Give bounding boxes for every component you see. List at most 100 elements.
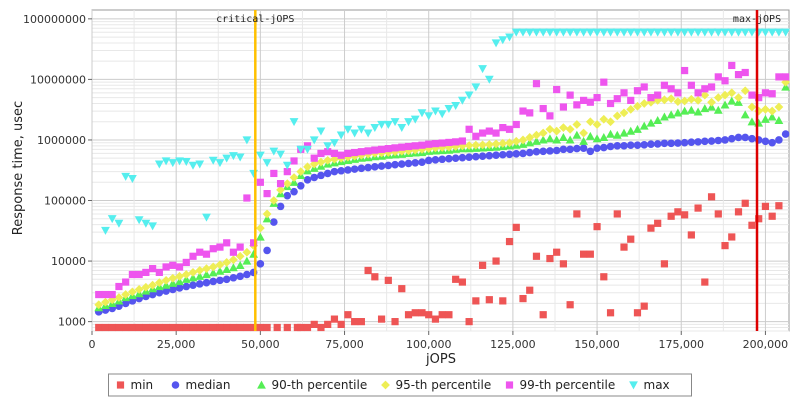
data-point bbox=[640, 83, 648, 91]
data-point bbox=[262, 209, 272, 219]
data-point bbox=[573, 101, 581, 109]
data-point bbox=[134, 285, 144, 294]
data-point bbox=[748, 221, 756, 229]
data-point bbox=[472, 152, 480, 161]
data-point bbox=[148, 280, 158, 290]
data-point bbox=[182, 282, 191, 291]
data-point bbox=[229, 273, 238, 282]
data-point bbox=[519, 149, 527, 158]
data-point bbox=[418, 309, 426, 317]
data-point bbox=[775, 73, 783, 81]
series-min bbox=[95, 193, 783, 332]
data-point bbox=[235, 251, 245, 261]
data-point bbox=[532, 28, 541, 37]
data-point bbox=[425, 311, 433, 319]
data-point bbox=[229, 255, 238, 265]
data-point bbox=[484, 140, 494, 149]
data-point bbox=[491, 139, 501, 149]
data-point bbox=[471, 140, 481, 150]
data-point bbox=[169, 323, 177, 332]
data-point bbox=[491, 39, 501, 48]
data-point bbox=[519, 294, 527, 303]
legend-marker bbox=[629, 381, 638, 390]
data-point bbox=[458, 153, 467, 162]
data-point bbox=[215, 260, 225, 270]
data-point bbox=[713, 105, 723, 114]
data-point bbox=[505, 138, 514, 148]
data-point bbox=[505, 33, 514, 42]
data-point bbox=[351, 318, 359, 326]
data-point bbox=[673, 97, 683, 106]
data-point bbox=[303, 323, 312, 332]
data-point bbox=[782, 73, 790, 81]
data-point bbox=[633, 101, 642, 111]
data-point bbox=[478, 140, 487, 150]
data-point bbox=[270, 218, 278, 226]
data-point bbox=[236, 243, 244, 251]
legend: min median 90-th percentile 95-th percentil… bbox=[108, 373, 692, 397]
data-point bbox=[633, 28, 642, 37]
data-point bbox=[599, 133, 609, 142]
data-point bbox=[546, 147, 554, 155]
data-point bbox=[95, 323, 103, 332]
y-tick-label: 100000000 bbox=[23, 13, 86, 26]
data-point bbox=[721, 77, 729, 85]
data-point bbox=[761, 89, 770, 97]
data-point bbox=[95, 290, 103, 299]
data-point bbox=[700, 104, 710, 113]
data-point bbox=[585, 117, 595, 127]
data-point bbox=[701, 85, 709, 93]
data-point bbox=[761, 114, 770, 123]
data-point bbox=[357, 318, 365, 326]
x-tick-label: 75,000 bbox=[325, 338, 364, 351]
data-point bbox=[404, 146, 413, 156]
data-point bbox=[107, 215, 117, 224]
data-point bbox=[485, 127, 493, 135]
data-point bbox=[748, 134, 756, 143]
data-point bbox=[526, 286, 534, 294]
data-point bbox=[383, 120, 393, 129]
data-point bbox=[202, 270, 211, 279]
data-point bbox=[775, 136, 783, 144]
legend-item: median bbox=[171, 378, 230, 392]
data-point bbox=[552, 28, 562, 37]
data-point bbox=[465, 153, 473, 161]
data-point bbox=[195, 160, 205, 169]
data-point bbox=[565, 124, 575, 134]
data-point bbox=[391, 144, 399, 152]
data-point bbox=[627, 96, 635, 105]
data-point bbox=[229, 323, 238, 332]
data-point bbox=[767, 112, 777, 121]
series-99-th-percentile bbox=[95, 61, 790, 299]
data-point bbox=[579, 144, 588, 153]
data-point bbox=[141, 219, 151, 228]
data-point bbox=[681, 211, 689, 219]
data-point bbox=[660, 95, 669, 105]
data-point bbox=[741, 133, 750, 142]
data-point bbox=[592, 134, 602, 143]
data-point bbox=[337, 166, 345, 175]
legend-label: 90-th percentile bbox=[272, 378, 368, 392]
data-point bbox=[686, 105, 696, 114]
data-point bbox=[397, 146, 407, 156]
data-point bbox=[626, 104, 636, 114]
data-point bbox=[478, 129, 487, 137]
data-point bbox=[273, 323, 281, 332]
data-point bbox=[175, 157, 184, 166]
data-point bbox=[115, 323, 123, 332]
data-point bbox=[276, 150, 285, 159]
x-tick-label: 150,000 bbox=[574, 338, 620, 351]
data-point bbox=[707, 193, 716, 201]
legend-label: min bbox=[131, 378, 154, 392]
data-point bbox=[498, 138, 508, 148]
data-point bbox=[215, 159, 225, 168]
data-point bbox=[593, 144, 601, 153]
data-point bbox=[512, 120, 520, 129]
data-point bbox=[646, 28, 656, 37]
data-point bbox=[255, 223, 265, 233]
data-point bbox=[289, 173, 299, 182]
data-point bbox=[431, 315, 440, 323]
data-point bbox=[620, 89, 628, 97]
data-point bbox=[526, 109, 534, 117]
data-point bbox=[734, 71, 743, 79]
